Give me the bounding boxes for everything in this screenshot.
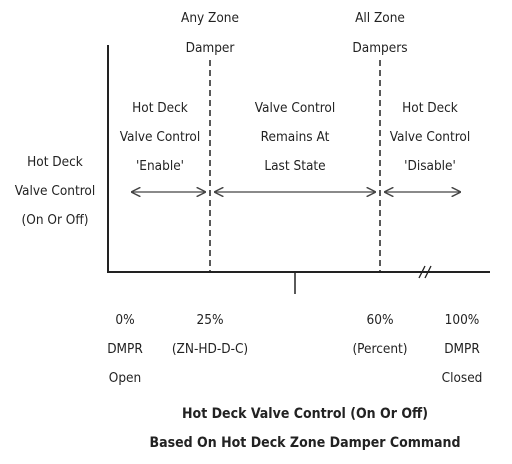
label: DMPR — [444, 341, 480, 357]
label: Hot Deck — [402, 100, 458, 116]
label: All Zone — [355, 10, 405, 26]
axis-break — [418, 265, 426, 279]
label: Valve Control — [255, 100, 335, 116]
label: 25% — [197, 312, 224, 328]
label: Valve Control — [390, 129, 470, 145]
labels: Any Zone Damper All Zone Dampers Hot Deck Val… — [15, 10, 483, 451]
label: Dampers — [352, 40, 407, 56]
label: (Percent) — [352, 341, 407, 357]
label: (On Or Off) — [22, 212, 89, 228]
label: 60% — [367, 312, 394, 328]
label: Any Zone — [181, 10, 239, 26]
label: Damper — [186, 40, 235, 56]
label: Hot Deck Valve Control (On Or Off) — [182, 406, 428, 422]
label: Last State — [264, 158, 325, 174]
label: (ZN-HD-D-C) — [172, 341, 248, 357]
label: 'Disable' — [404, 158, 456, 174]
label: Valve Control — [15, 183, 95, 199]
axis-break — [424, 265, 432, 279]
label: DMPR — [107, 341, 143, 357]
label: Valve Control — [120, 129, 200, 145]
label: Remains At — [261, 129, 330, 145]
label: Open — [109, 370, 141, 386]
label: Closed — [442, 370, 483, 386]
label: 'Enable' — [136, 158, 184, 174]
label: 0% — [115, 312, 134, 328]
label: 100% — [445, 312, 480, 328]
label: Hot Deck — [27, 154, 83, 170]
label: Based On Hot Deck Zone Damper Command — [150, 435, 461, 451]
label: Hot Deck — [132, 100, 188, 116]
